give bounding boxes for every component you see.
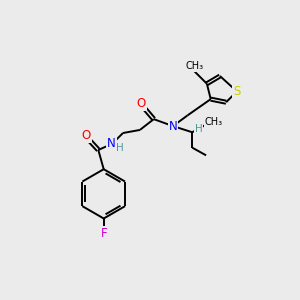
Text: H: H: [116, 143, 124, 153]
Text: S: S: [233, 85, 241, 98]
Text: CH₃: CH₃: [205, 117, 223, 127]
Text: N: N: [169, 120, 177, 133]
Text: F: F: [100, 226, 107, 240]
Text: H: H: [194, 124, 202, 134]
Text: O: O: [81, 129, 91, 142]
Text: N: N: [107, 137, 116, 150]
Text: O: O: [137, 97, 146, 110]
Text: CH₃: CH₃: [185, 61, 204, 71]
